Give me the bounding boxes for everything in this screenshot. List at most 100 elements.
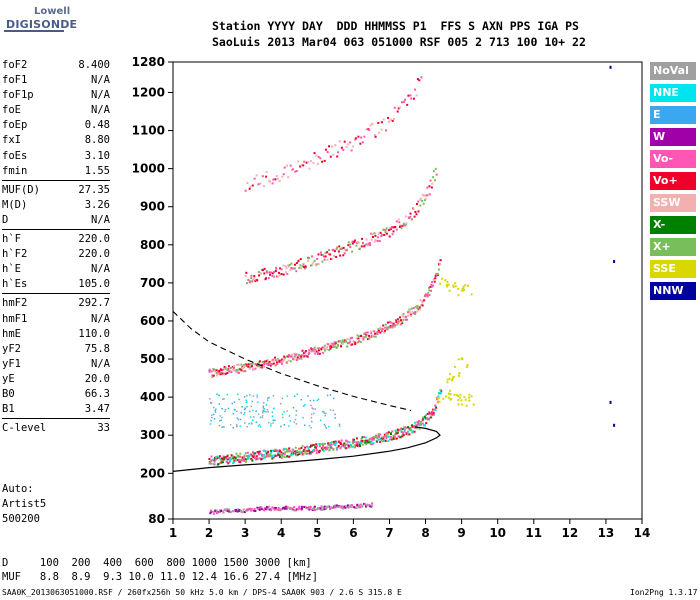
echo-f2-fourth-hop [354, 138, 357, 141]
echo-f2-fourth-hop [323, 159, 326, 162]
echo-scatter-point [237, 393, 239, 395]
echo-scatter-point [261, 415, 264, 417]
echo-es-layer [237, 508, 240, 511]
echo-f2-first-hop [363, 435, 366, 438]
echo-scatter-point [272, 419, 274, 422]
echo-f2-first-hop [273, 449, 276, 452]
param-row-hes: h`Es 105.0 [2, 277, 110, 292]
echo-f2-first-hop [322, 444, 325, 447]
echo-scatter-point [231, 402, 233, 405]
echo-f2-second-hop [236, 364, 239, 366]
echo-f2-fourth-hop [319, 157, 322, 160]
echo-f2-fourth-hop [415, 94, 418, 97]
echo-f2-first-hop [315, 446, 317, 449]
echo-scatter-point [309, 399, 312, 402]
echo-f2-first-hop [233, 459, 236, 462]
echo-f2-first-hop [298, 453, 301, 455]
echo-f2-fourth-hop [409, 94, 412, 97]
echo-f2-first-hop [309, 451, 312, 454]
echo-f2-third-hop [402, 224, 405, 227]
echo-f2-first-hop [425, 414, 428, 417]
x-tick-label: 9 [457, 526, 465, 540]
echo-sse-point [470, 395, 473, 398]
echo-f2-second-hop [267, 362, 270, 365]
echo-sse-point [452, 375, 455, 378]
echo-f2-second-hop [276, 358, 279, 361]
echo-f2-first-hop [210, 455, 213, 458]
param-name: M(D) [2, 198, 28, 211]
echo-f2-first-hop [395, 437, 398, 440]
echo-f2-first-hop [311, 450, 314, 453]
echo-f2-second-hop [320, 348, 323, 350]
echo-f2-first-hop [252, 456, 255, 459]
echo-es-layer [303, 506, 306, 508]
echo-f2-first-hop [365, 443, 368, 446]
echo-es-layer [327, 505, 330, 508]
echo-f2-third-hop [295, 270, 298, 273]
echo-f2-first-hop [393, 435, 396, 438]
echo-f2-first-hop [225, 460, 228, 463]
echo-f2-fourth-hop [371, 123, 374, 125]
echo-f2-fourth-hop [418, 79, 421, 82]
echo-f2-fourth-hop [365, 128, 368, 131]
echo-f2-first-hop [434, 404, 437, 407]
echo-f2-second-hop [304, 354, 307, 357]
echo-es-layer [341, 505, 343, 508]
echo-scatter-point [252, 409, 254, 412]
echo-f2-second-hop [394, 319, 397, 321]
param-name: B1 [2, 403, 15, 416]
echo-scatter-point [216, 393, 218, 395]
echo-f2-first-hop [243, 459, 246, 462]
echo-f2-fourth-hop [329, 155, 332, 158]
echo-f2-second-hop [373, 330, 376, 333]
echo-f2-third-hop [355, 244, 358, 247]
echo-f2-first-hop [281, 455, 284, 458]
echo-f2-second-hop [316, 351, 319, 354]
echo-f2-second-hop [221, 372, 224, 375]
echo-scatter-point [233, 408, 235, 411]
echo-f2-first-hop [304, 446, 307, 449]
echo-f2-fourth-hop [312, 161, 315, 164]
echo-sse-point [446, 285, 449, 288]
echo-scatter-point [262, 407, 264, 409]
echo-sse-point [445, 283, 448, 286]
echo-f2-second-hop [249, 366, 252, 368]
echo-f2-second-hop [402, 318, 405, 321]
echo-f2-first-hop [319, 443, 322, 446]
echo-scatter-point [233, 401, 236, 403]
echo-f2-second-hop [412, 312, 415, 315]
echo-f2-second-hop [379, 326, 382, 329]
echo-f2-third-hop [395, 220, 398, 223]
isolated-echo-point [613, 423, 616, 427]
echo-f2-first-hop [223, 458, 226, 461]
echo-f2-third-hop [317, 253, 320, 256]
echo-f2-first-hop [232, 457, 235, 460]
echo-f2-second-hop [435, 272, 438, 275]
echo-f2-second-hop [332, 344, 335, 347]
echo-f2-second-hop [352, 340, 355, 343]
echo-es-layer [246, 508, 249, 511]
echo-f2-third-hop [267, 277, 270, 280]
echo-f2-second-hop [408, 308, 411, 311]
x-tick-label: 3 [241, 526, 249, 540]
echo-f2-third-hop [410, 218, 413, 221]
echo-f2-first-hop [368, 439, 371, 442]
echo-es-layer [326, 505, 328, 508]
legend-item-noval: NoVal [650, 62, 696, 80]
echo-f2-third-hop [397, 218, 400, 221]
echo-scatter-point [271, 415, 274, 417]
echo-f2-first-hop [428, 418, 430, 421]
echo-f2-fourth-hop [406, 103, 409, 106]
echo-f2-second-hop [439, 259, 442, 262]
echo-es-layer [334, 506, 337, 509]
echo-f2-first-hop [225, 456, 227, 459]
echo-f2-third-hop [254, 280, 257, 282]
echo-sse-point [437, 401, 440, 404]
echo-f2-third-hop [271, 272, 274, 275]
echo-f2-first-hop [283, 453, 286, 456]
echo-f2-fourth-hop [337, 151, 339, 154]
echo-f2-third-hop [275, 266, 278, 269]
param-value: 292.7 [78, 297, 110, 310]
echo-f2-second-hop [432, 279, 435, 282]
echo-f2-second-hop [404, 318, 407, 321]
